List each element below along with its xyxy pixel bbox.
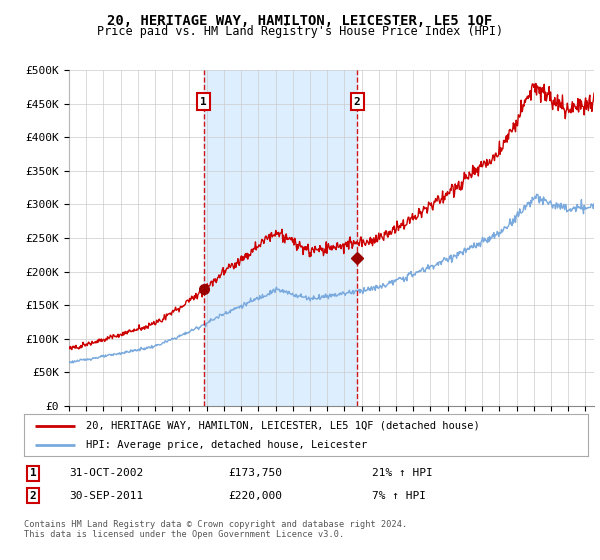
- Text: £173,750: £173,750: [228, 468, 282, 478]
- Text: 20, HERITAGE WAY, HAMILTON, LEICESTER, LE5 1QF (detached house): 20, HERITAGE WAY, HAMILTON, LEICESTER, L…: [86, 421, 480, 431]
- Bar: [204, 70, 358, 406]
- Text: 31-OCT-2002: 31-OCT-2002: [69, 468, 143, 478]
- Text: 7% ↑ HPI: 7% ↑ HPI: [372, 491, 426, 501]
- Text: 30-SEP-2011: 30-SEP-2011: [69, 491, 143, 501]
- Text: 2: 2: [29, 491, 37, 501]
- Text: Contains HM Land Registry data © Crown copyright and database right 2024.
This d: Contains HM Land Registry data © Crown c…: [24, 520, 407, 539]
- Text: 1: 1: [29, 468, 37, 478]
- Text: 1: 1: [200, 96, 207, 106]
- Text: Price paid vs. HM Land Registry's House Price Index (HPI): Price paid vs. HM Land Registry's House …: [97, 25, 503, 38]
- Text: £220,000: £220,000: [228, 491, 282, 501]
- Text: 21% ↑ HPI: 21% ↑ HPI: [372, 468, 433, 478]
- Text: HPI: Average price, detached house, Leicester: HPI: Average price, detached house, Leic…: [86, 440, 367, 450]
- Text: 20, HERITAGE WAY, HAMILTON, LEICESTER, LE5 1QF: 20, HERITAGE WAY, HAMILTON, LEICESTER, L…: [107, 14, 493, 28]
- Text: 2: 2: [354, 96, 361, 106]
